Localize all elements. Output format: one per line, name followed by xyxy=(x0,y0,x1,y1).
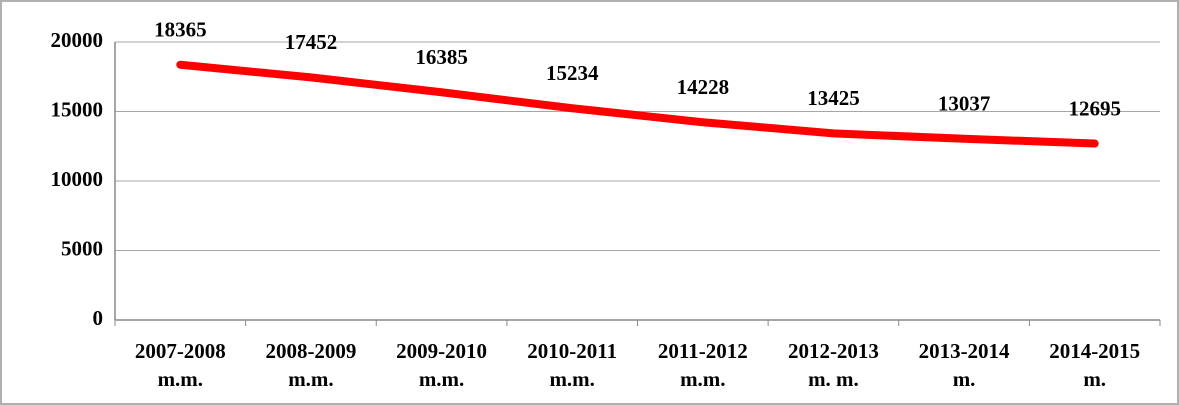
data-label: 12695 xyxy=(1068,96,1121,120)
x-tick-label: 2013-2014 m. xyxy=(919,339,1010,391)
data-label: 13037 xyxy=(938,92,991,116)
data-label: 15234 xyxy=(546,61,599,85)
data-label: 16385 xyxy=(415,45,468,69)
line-series xyxy=(176,60,1099,148)
y-tick-label: 15000 xyxy=(51,97,104,121)
x-tick-label: 2011-2012 m.m. xyxy=(658,339,748,391)
y-tick-label: 0 xyxy=(93,306,104,330)
data-label: 18365 xyxy=(154,18,207,42)
data-label: 17452 xyxy=(285,30,338,54)
x-tick-label: 2007-2008 m.m. xyxy=(135,339,226,391)
y-tick-label: 5000 xyxy=(61,236,103,260)
y-tick-label: 20000 xyxy=(51,28,104,52)
x-tick-label: 2010-2011 m.m. xyxy=(527,339,617,391)
x-tick-label: 2012-2013 m. m. xyxy=(788,339,879,391)
data-label: 13425 xyxy=(807,86,860,110)
x-tick-label: 2008-2009 m.m. xyxy=(265,339,356,391)
y-tick-label: 10000 xyxy=(51,167,104,191)
x-tick-label: 2014-2015 m. xyxy=(1049,339,1140,391)
data-label: 14228 xyxy=(677,75,730,99)
x-tick-label: 2009-2010 m.m. xyxy=(396,339,487,391)
